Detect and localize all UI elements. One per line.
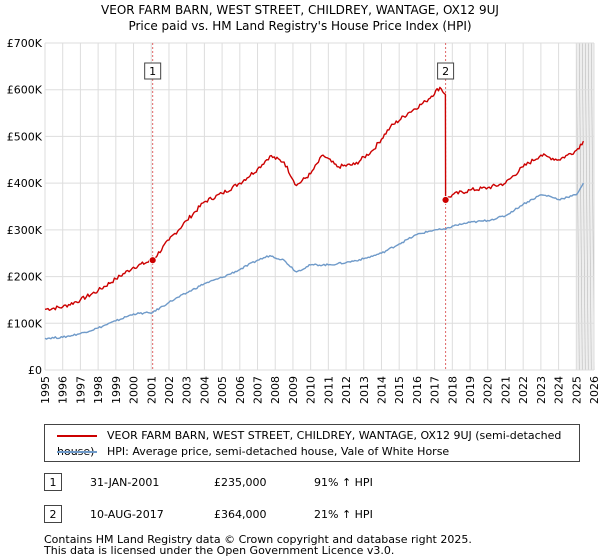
x-tick-label: 2015 (393, 376, 406, 404)
hatch-line (581, 42, 586, 371)
transaction-number-box: 1 (44, 473, 62, 491)
y-tick-label: £500K (7, 130, 43, 143)
x-tick-label: 2018 (446, 376, 459, 404)
x-tick-label: 2022 (517, 376, 530, 404)
x-tick-label: 2010 (305, 376, 318, 404)
x-tick-label: 2013 (358, 376, 371, 404)
chart-subtitle: Price paid vs. HM Land Registry's House … (128, 19, 472, 33)
legend-label-hpi: HPI: Average price, semi-detached house,… (107, 445, 450, 458)
legend-swatch-red (57, 435, 97, 437)
x-tick-label: 2007 (252, 376, 265, 404)
x-tick-label: 2021 (499, 376, 512, 404)
y-tick-label: £700K (7, 37, 43, 50)
y-tick-label: £400K (7, 177, 43, 190)
x-tick-label: 2026 (588, 376, 600, 404)
property-price-line (44, 86, 585, 311)
hpi-line (44, 182, 585, 340)
x-tick-label: 2020 (482, 376, 495, 404)
x-tick-label: 2002 (163, 376, 176, 404)
transaction-hpi: 91% ↑ HPI (314, 476, 373, 489)
footer-copyright: Contains HM Land Registry data © Crown c… (44, 533, 472, 546)
transaction-date: 31-JAN-2001 (90, 476, 160, 489)
x-tick-label: 2008 (269, 376, 282, 404)
x-tick-label: 2025 (570, 376, 583, 404)
transaction-hpi: 21% ↑ HPI (314, 508, 373, 521)
price-chart: 1 2 1995 1996 1997 1998 1999 2000 2001 2002 2003 2… (7, 37, 600, 404)
x-tick-label: 2023 (535, 376, 548, 404)
transaction-price: £235,000 (214, 476, 267, 489)
plot-area (45, 43, 594, 370)
x-tick-label: 2017 (429, 376, 442, 404)
sale-marker-number: 2 (442, 65, 449, 78)
y-tick-label: £300K (7, 224, 43, 237)
hatch-line (587, 42, 592, 371)
x-tick-label: 1999 (110, 376, 123, 404)
y-tick-label: £100K (7, 317, 43, 330)
x-tick-label: 2001 (145, 376, 158, 404)
x-tick-label: 2009 (287, 376, 300, 404)
x-tick-label: 2000 (128, 376, 141, 404)
transaction-date: 10-AUG-2017 (90, 508, 164, 521)
transaction-row: 2 10-AUG-2017 £364,000 21% ↑ HPI (44, 505, 564, 525)
legend-item-property: VEOR FARM BARN, WEST STREET, CHILDREY, W… (57, 428, 579, 458)
x-tick-label: 1996 (57, 376, 70, 404)
hatch-line (584, 42, 589, 371)
x-tick-label: 2024 (553, 376, 566, 404)
legend-item-hpi: HPI: Average price, semi-detached house,… (57, 444, 449, 460)
y-tick-label: £200K (7, 271, 43, 284)
x-tick-label: 1998 (92, 376, 105, 404)
x-tick-label: 2014 (375, 376, 388, 404)
x-tick-label: 1995 (39, 376, 52, 404)
x-tick-label: 2004 (198, 376, 211, 404)
x-tick-label: 2011 (322, 376, 335, 404)
sale-point (148, 256, 157, 265)
hatch-line (578, 42, 583, 371)
sale-marker-box (144, 62, 162, 80)
transaction-row: 1 31-JAN-2001 £235,000 91% ↑ HPI (44, 473, 564, 493)
legend: VEOR FARM BARN, WEST STREET, CHILDREY, W… (44, 424, 580, 462)
x-tick-label: 2005 (216, 376, 229, 404)
x-tick-label: 1997 (74, 376, 87, 404)
x-tick-label: 2006 (234, 376, 247, 404)
x-tick-label: 2012 (340, 376, 353, 404)
y-tick-label: £0 (28, 364, 42, 377)
legend-swatch-blue (57, 451, 97, 453)
transaction-number-box: 2 (44, 505, 62, 523)
shaded-region (576, 43, 594, 370)
sale-marker-number: 1 (149, 65, 156, 78)
sale-point (441, 196, 450, 204)
x-tick-label: 2016 (411, 376, 424, 404)
footer-licence: This data is licensed under the Open Gov… (44, 544, 395, 557)
y-tick-label: £600K (7, 84, 43, 97)
transaction-price: £364,000 (214, 508, 267, 521)
x-tick-label: 2003 (181, 376, 194, 404)
sale-marker-box (437, 62, 455, 80)
x-tick-label: 2019 (464, 376, 477, 404)
chart-title: VEOR FARM BARN, WEST STREET, CHILDREY, W… (101, 3, 499, 17)
